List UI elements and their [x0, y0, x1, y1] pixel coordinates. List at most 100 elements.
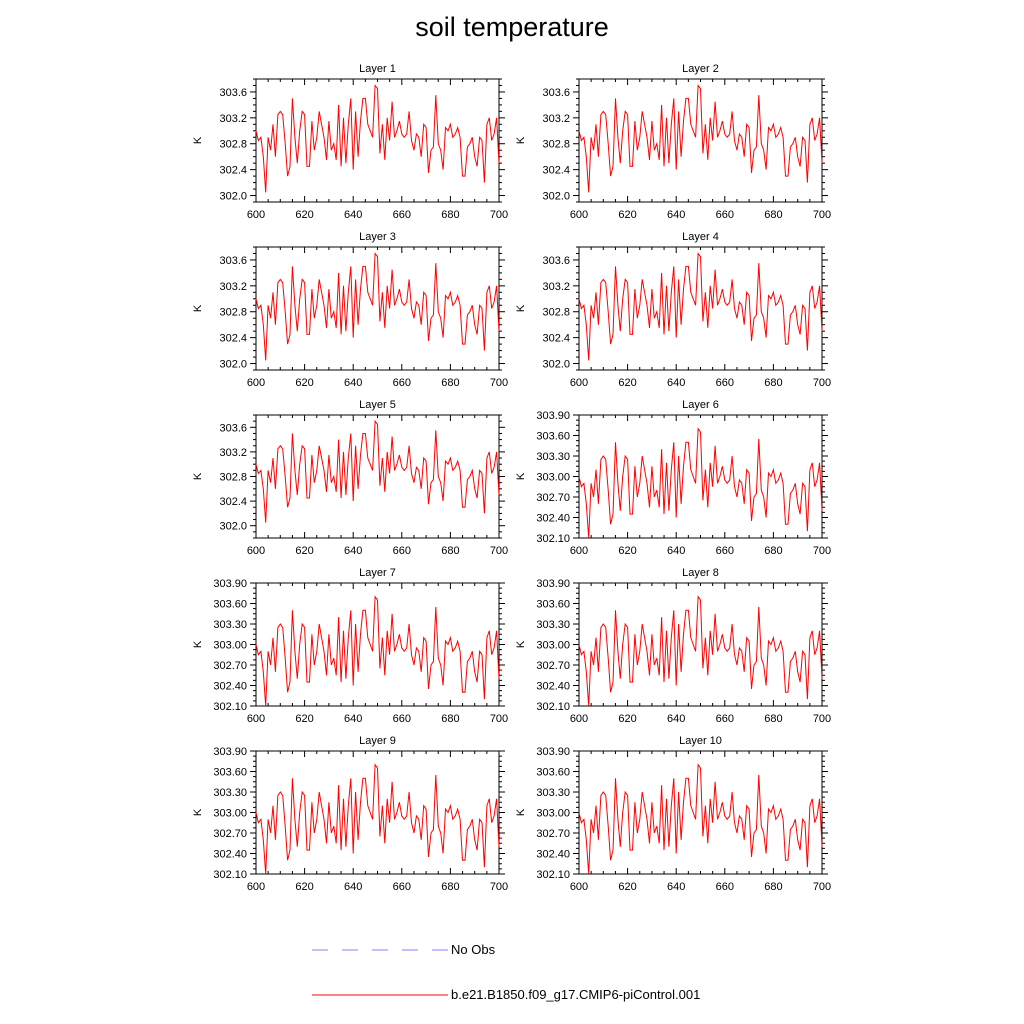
panel-title: Layer 7	[359, 567, 396, 579]
x-tick-label: 680	[441, 545, 459, 557]
x-tick-label: 700	[490, 545, 508, 557]
x-tick-label: 620	[618, 713, 636, 725]
y-tick-label: 303.6	[542, 255, 570, 267]
x-tick-label: 660	[393, 713, 411, 725]
y-tick-label: 302.40	[213, 681, 247, 693]
panel-title: Layer 5	[359, 399, 396, 411]
panel-layer-2: Layer 2 K 600 620 640 660 680 700 302.0 302.4 302.…	[515, 63, 831, 221]
y-tick-label: 302.8	[542, 307, 570, 319]
x-tick-label: 640	[667, 545, 685, 557]
y-tick-label: 303.60	[213, 599, 247, 611]
y-tick-label: 303.2	[219, 447, 247, 459]
series-line	[255, 763, 500, 875]
panel-layer-8: Layer 8 K 600 620 640 660 680 700 302.10 302.40 30…	[515, 567, 831, 725]
y-tick-label: 302.0	[219, 191, 247, 203]
x-tick-label: 640	[344, 545, 362, 557]
y-tick-label: 302.4	[542, 333, 570, 345]
y-axis-label: K	[515, 808, 527, 816]
panel-layer-6: Layer 6 K 600 620 640 660 680 700 302.10 302.40 30…	[515, 399, 831, 557]
x-tick-label: 620	[618, 209, 636, 221]
x-tick-label: 640	[667, 713, 685, 725]
y-tick-label: 303.30	[213, 619, 247, 631]
x-tick-label: 700	[813, 713, 831, 725]
y-tick-label: 303.2	[542, 281, 570, 293]
panel-title: Layer 2	[682, 63, 719, 75]
y-axis-label: K	[192, 808, 204, 816]
y-tick-label: 303.90	[213, 746, 247, 758]
panel-layer-7: Layer 7 K 600 620 640 660 680 700 302.10 302.40 30…	[192, 567, 508, 725]
x-tick-label: 680	[764, 881, 782, 893]
y-tick-label: 302.8	[219, 139, 247, 151]
x-tick-label: 600	[247, 713, 265, 725]
panel-layer-9: Layer 9 K 600 620 640 660 680 700 302.10 302.40 30…	[192, 735, 508, 893]
y-tick-label: 302.10	[213, 701, 247, 713]
y-tick-label: 303.60	[213, 767, 247, 779]
y-tick-label: 302.4	[542, 165, 570, 177]
x-tick-label: 660	[393, 209, 411, 221]
y-tick-label: 302.10	[536, 533, 570, 545]
no-obs-legend-label: No Obs	[451, 942, 496, 957]
x-tick-label: 640	[344, 881, 362, 893]
y-tick-label: 303.2	[219, 281, 247, 293]
panel-title: Layer 10	[679, 735, 722, 747]
x-tick-label: 640	[667, 377, 685, 389]
y-tick-label: 303.00	[536, 472, 570, 484]
y-tick-label: 303.6	[219, 255, 247, 267]
x-tick-label: 680	[764, 377, 782, 389]
y-tick-label: 302.40	[536, 513, 570, 525]
series-line	[578, 252, 823, 361]
x-tick-label: 680	[441, 209, 459, 221]
y-tick-label: 302.8	[542, 139, 570, 151]
y-tick-label: 302.70	[536, 828, 570, 840]
x-tick-label: 660	[393, 545, 411, 557]
x-tick-label: 660	[393, 881, 411, 893]
x-tick-label: 600	[570, 209, 588, 221]
y-tick-label: 302.10	[213, 869, 247, 881]
x-tick-label: 680	[764, 209, 782, 221]
y-axis-label: K	[515, 640, 527, 648]
y-tick-label: 302.8	[219, 472, 247, 484]
y-tick-label: 302.70	[536, 660, 570, 672]
y-tick-label: 303.6	[219, 422, 247, 434]
y-axis-label: K	[192, 304, 204, 312]
x-tick-label: 640	[344, 713, 362, 725]
x-tick-label: 700	[490, 713, 508, 725]
panel-title: Layer 1	[359, 63, 396, 75]
y-tick-label: 303.00	[213, 640, 247, 652]
x-tick-label: 680	[441, 377, 459, 389]
y-axis-label: K	[515, 472, 527, 480]
y-axis-label: K	[515, 304, 527, 312]
x-tick-label: 620	[295, 881, 313, 893]
y-tick-label: 303.00	[536, 808, 570, 820]
y-tick-label: 302.70	[213, 660, 247, 672]
series-line	[255, 595, 500, 707]
x-tick-label: 600	[570, 377, 588, 389]
y-tick-label: 303.6	[219, 87, 247, 99]
series-line	[255, 252, 500, 361]
panel-title: Layer 4	[682, 231, 719, 243]
series-line	[578, 84, 823, 193]
x-tick-label: 600	[570, 881, 588, 893]
y-tick-label: 303.90	[536, 410, 570, 422]
panel-layer-10: Layer 10 K 600 620 640 660 680 700 302.10 302.40 3…	[515, 735, 831, 893]
panel-layer-5: Layer 5 K 600 620 640 660 680 700 302.0 302.4 302.…	[192, 399, 508, 557]
y-tick-label: 303.90	[536, 746, 570, 758]
panel-title: Layer 8	[682, 567, 719, 579]
y-axis-label: K	[192, 472, 204, 480]
y-tick-label: 302.40	[536, 849, 570, 861]
panel-layer-1: Layer 1 K 600 620 640 660 680 700 302.0 302.4 302.…	[192, 63, 508, 221]
series-line	[255, 419, 500, 523]
x-tick-label: 640	[667, 881, 685, 893]
x-tick-label: 660	[716, 713, 734, 725]
y-tick-label: 303.90	[536, 578, 570, 590]
x-tick-label: 620	[295, 545, 313, 557]
x-tick-label: 660	[716, 545, 734, 557]
x-tick-label: 680	[764, 545, 782, 557]
series-line	[578, 763, 823, 875]
x-tick-label: 660	[716, 881, 734, 893]
x-tick-label: 640	[667, 209, 685, 221]
x-tick-label: 600	[247, 377, 265, 389]
y-tick-label: 302.0	[219, 521, 247, 533]
series-line	[578, 595, 823, 707]
x-tick-label: 700	[490, 209, 508, 221]
